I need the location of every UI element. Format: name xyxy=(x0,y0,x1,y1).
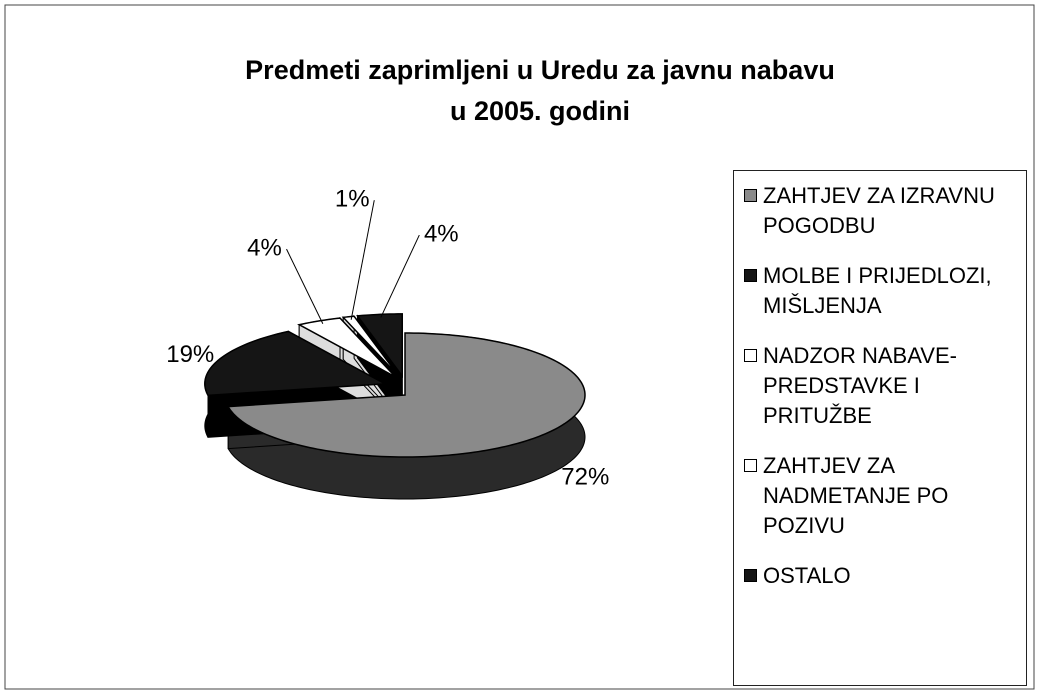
legend-item: MOLBE I PRIJEDLOZI, MIŠLJENJA xyxy=(744,261,1020,321)
legend-item: ZAHTJEV ZA NADMETANJE PO POZIVU xyxy=(744,451,1020,541)
data-label: 72% xyxy=(561,464,609,491)
legend: ZAHTJEV ZA IZRAVNU POGODBU MOLBE I PRIJED… xyxy=(733,170,1027,686)
slice xyxy=(356,313,403,379)
data-label: 19% xyxy=(166,341,214,368)
legend-label: MOLBE I PRIJEDLOZI, MIŠLJENJA xyxy=(763,263,992,318)
chart-frame xyxy=(4,4,1035,690)
data-label: 1% xyxy=(335,186,370,213)
legend-label: ZAHTJEV ZA IZRAVNU POGODBU xyxy=(763,183,995,238)
legend-label: ZAHTJEV ZA NADMETANJE PO POZIVU xyxy=(763,453,949,538)
data-label: 4% xyxy=(247,234,282,261)
legend-swatch xyxy=(744,269,757,282)
leader-line xyxy=(286,248,324,324)
slice xyxy=(341,315,400,377)
slice xyxy=(297,317,397,378)
slice xyxy=(226,332,586,458)
legend-item: NADZOR NABAVE-PREDSTAVKE I PRITUŽBE xyxy=(744,341,1020,431)
legend-swatch xyxy=(744,459,757,472)
legend-swatch xyxy=(744,349,757,362)
leader-line xyxy=(380,234,420,318)
legend-swatch xyxy=(744,569,757,582)
legend-swatch xyxy=(744,189,757,202)
leader-line xyxy=(350,200,375,320)
chart-title: Predmeti zaprimljeni u Uredu za javnu na… xyxy=(245,55,835,85)
chart-title: u 2005. godini xyxy=(450,96,630,126)
legend-item: ZAHTJEV ZA IZRAVNU POGODBU xyxy=(744,181,1020,241)
legend-label: OSTALO xyxy=(763,563,851,588)
legend-item: OSTALO xyxy=(744,561,1020,591)
slice xyxy=(204,330,388,397)
data-label: 4% xyxy=(424,220,459,247)
legend-label: NADZOR NABAVE-PREDSTAVKE I PRITUŽBE xyxy=(763,343,957,428)
